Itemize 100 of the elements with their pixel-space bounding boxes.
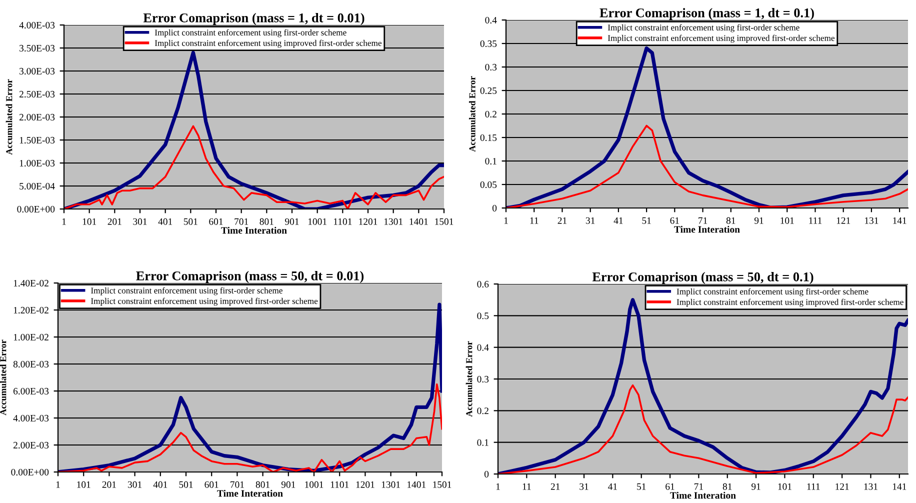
x-tick-label: 31	[580, 483, 588, 490]
x-tick-label: 1001	[308, 218, 326, 225]
x-tick-label: 901	[281, 481, 296, 488]
chart-title: Error Comaprison (mass = 1, dt = 0.1)	[600, 8, 814, 20]
y-tick-label: 0.5	[477, 312, 489, 320]
legend-label: Implict constraint enforcement using first-order scheme	[154, 29, 346, 38]
x-tick-label: 1201	[359, 218, 378, 225]
y-tick-label: 6.00E-03	[13, 388, 49, 395]
x-tick-label: 71	[698, 217, 708, 224]
x-tick-label: 31	[586, 217, 595, 224]
x-tick-label: 61	[670, 217, 679, 224]
x-tick-label: 1	[504, 217, 508, 224]
y-tick-label: 0.15	[480, 134, 497, 142]
y-tick-label: 3.00E-03	[20, 68, 55, 75]
y-axis-title: Accumulated Error	[466, 341, 472, 417]
x-axis-title: Time Interation	[221, 226, 287, 234]
chart-title: Error Comaprison (mass = 50, dt = 0.1)	[592, 272, 814, 284]
x-tick-label: 51	[637, 483, 646, 490]
x-tick-label: 1101	[334, 218, 352, 225]
x-tick-label: 21	[550, 483, 560, 490]
legend-label: Implict constraint enforcement using improved first-order scheme	[676, 298, 904, 307]
x-tick-label: 51	[642, 217, 651, 224]
y-tick-label: 1.00E-02	[14, 334, 48, 341]
x-tick-label: 11	[530, 217, 538, 224]
x-tick-label: 1	[496, 483, 500, 490]
y-tick-label: 0.3	[477, 376, 489, 383]
chart-title: Error Comaprison (mass = 50, dt = 0.01)	[136, 271, 364, 283]
x-tick-label: 1301	[382, 481, 400, 488]
y-tick-label: 0	[484, 470, 489, 478]
y-axis-title: Accumulated Error	[468, 76, 476, 152]
x-axis-title: Time Interation	[674, 226, 740, 233]
x-tick-label: 91	[754, 217, 764, 224]
x-tick-label: 101	[778, 483, 792, 490]
x-tick-label: 11	[522, 483, 531, 490]
x-tick-label: 81	[726, 217, 736, 224]
x-tick-label: 601	[209, 218, 223, 225]
y-tick-label: 0.2	[477, 408, 488, 414]
x-tick-label: 101	[77, 481, 90, 488]
x-tick-label: 141	[893, 217, 906, 224]
x-tick-label: 61	[666, 483, 674, 490]
legend-label: Implict constraint enforcement using improved first-order scheme	[91, 298, 318, 306]
x-tick-label: 111	[807, 483, 820, 490]
y-tick-label: 0.00E+00	[11, 468, 49, 476]
x-tick-label: 301	[133, 218, 147, 225]
y-tick-label: 0.00E+00	[17, 206, 55, 213]
x-tick-label: 21	[558, 217, 566, 224]
x-tick-label: 1401	[410, 218, 428, 225]
legend-label: Implict constraint enforcement using first-order scheme	[91, 287, 282, 296]
x-tick-label: 801	[256, 481, 270, 488]
x-tick-label: 501	[179, 481, 193, 488]
legend-label: Implict constraint enforcement using first-order scheme	[608, 24, 800, 32]
x-tick-label: 41	[614, 217, 623, 224]
x-tick-label: 1	[56, 481, 60, 488]
x-tick-label: 1	[62, 218, 66, 225]
x-tick-label: 1101	[330, 481, 349, 488]
y-tick-label: 5.00E-04	[20, 182, 55, 190]
x-tick-label: 1301	[384, 218, 402, 225]
x-tick-label: 801	[260, 218, 274, 225]
y-tick-label: 2.00E-03	[19, 114, 55, 121]
legend-label: Implict constraint enforcement using improved first-order scheme	[608, 34, 834, 43]
y-tick-label: 0.4	[485, 16, 497, 24]
y-tick-label: 0.3	[485, 64, 497, 71]
x-tick-label: 401	[153, 481, 168, 488]
x-tick-label: 601	[204, 481, 218, 488]
x-tick-label: 201	[102, 481, 116, 488]
y-tick-label: 1.40E-02	[14, 280, 48, 287]
x-tick-label: 131	[864, 483, 878, 490]
x-axis-title: Time Interation	[217, 490, 283, 497]
x-tick-label: 121	[836, 483, 849, 490]
x-tick-label: 1501	[435, 218, 454, 225]
y-tick-label: 2.00E-03	[13, 442, 49, 449]
x-tick-label: 101	[780, 217, 794, 224]
y-tick-label: 4.00E-03	[19, 22, 55, 29]
y-tick-label: 3.50E-03	[20, 44, 55, 52]
x-axis-title: Time Interation	[670, 492, 736, 499]
y-tick-label: 0.35	[480, 40, 497, 48]
y-tick-label: 0.1	[485, 158, 496, 165]
x-tick-label: 701	[234, 218, 248, 225]
y-tick-label: 0.05	[480, 181, 497, 188]
y-tick-label: 0.6	[477, 280, 489, 288]
x-tick-label: 701	[230, 481, 244, 488]
y-tick-label: 1.50E-03	[20, 136, 55, 144]
y-axis-title: Accumulated Error	[0, 340, 6, 416]
x-tick-label: 131	[865, 217, 878, 224]
x-tick-label: 121	[836, 217, 850, 224]
x-tick-label: 1501	[433, 481, 452, 488]
y-tick-label: 1.20E-02	[14, 306, 48, 314]
y-tick-label: 8.00E-03	[13, 360, 49, 368]
y-tick-label: 2.50E-03	[19, 90, 55, 98]
x-tick-label: 901	[285, 218, 299, 225]
y-tick-label: 0.2	[485, 110, 496, 118]
y-tick-label: 0	[492, 204, 497, 212]
x-tick-label: 501	[184, 218, 198, 225]
x-tick-label: 141	[892, 483, 906, 490]
x-tick-label: 81	[722, 483, 732, 490]
y-tick-label: 0.25	[480, 87, 497, 94]
legend-label: Implict constraint enforcement using first-order scheme	[676, 288, 868, 296]
x-tick-label: 91	[751, 483, 760, 490]
x-tick-label: 301	[128, 481, 142, 488]
x-tick-label: 1401	[408, 481, 426, 488]
